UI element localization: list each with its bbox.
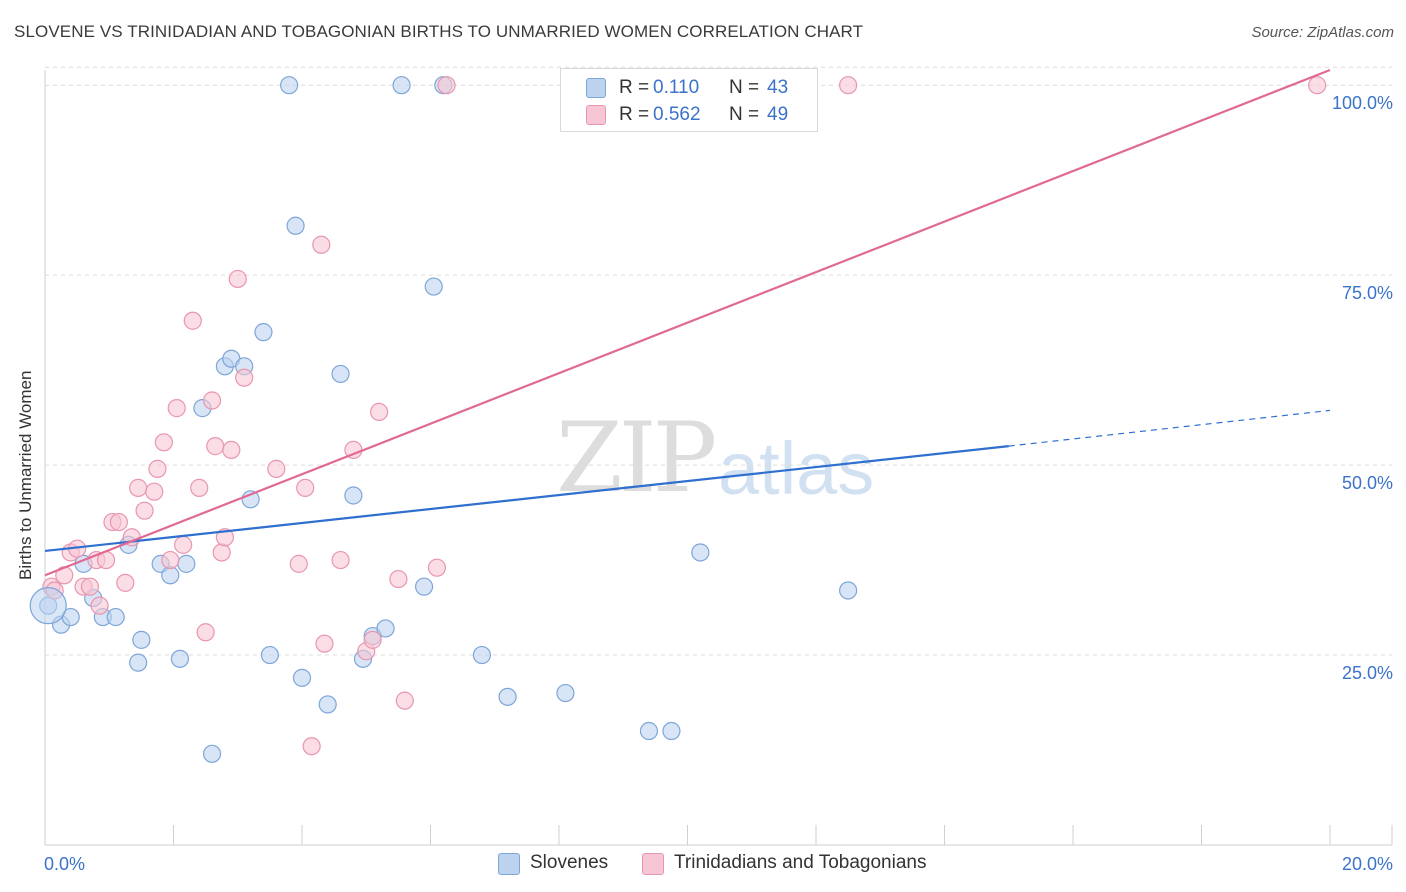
chart-title: SLOVENE VS TRINIDADIAN AND TOBAGONIAN BI… bbox=[14, 22, 864, 41]
legend-r-label: R = bbox=[619, 77, 650, 98]
slovene-point bbox=[376, 619, 395, 638]
legend-swatch-trinidadians bbox=[586, 105, 606, 125]
legend-label-trinidadians: Trinidadians and Tobagonians bbox=[674, 852, 927, 873]
trinidadian-point bbox=[174, 535, 193, 554]
trinidadian-point bbox=[148, 459, 167, 478]
slovene-point bbox=[132, 630, 151, 649]
slovene-point bbox=[556, 683, 575, 703]
legend-swatch-slovenes bbox=[498, 853, 520, 875]
trinidadian-point bbox=[202, 391, 222, 410]
stats-legend: R = 0.110 N = 43 R = 0.562 N = 49 bbox=[560, 68, 818, 132]
trinidadian-point bbox=[154, 433, 173, 452]
trinidadian-point bbox=[839, 76, 858, 95]
trinidadian-point bbox=[395, 691, 414, 710]
trinidadian-point bbox=[312, 235, 331, 254]
trinidadian-point bbox=[427, 558, 447, 577]
y-tick-label: 100.0% bbox=[1332, 93, 1393, 113]
trinidadian-point bbox=[331, 550, 350, 570]
y-axis-label: Births to Unmarried Women bbox=[16, 370, 35, 580]
trinidadian-point bbox=[389, 569, 408, 589]
legend-label-slovenes: Slovenes bbox=[530, 852, 609, 873]
slovene-point bbox=[280, 76, 299, 95]
watermark-zip: ZIP bbox=[556, 402, 717, 514]
y-tick-label: 75.0% bbox=[1342, 283, 1393, 303]
slovene-point bbox=[691, 543, 710, 562]
slovene-point bbox=[414, 577, 434, 596]
trinidadian-point bbox=[116, 573, 135, 592]
slovene-trend-extension bbox=[1008, 409, 1331, 447]
trinidadian-point bbox=[370, 402, 389, 422]
trinidadian-point bbox=[437, 76, 456, 95]
slovene-point bbox=[106, 607, 125, 627]
slovene-trend-line bbox=[44, 445, 1009, 553]
trinidadian-point bbox=[190, 478, 209, 497]
slovene-point bbox=[344, 486, 363, 505]
trinidadian-point bbox=[183, 311, 202, 330]
trinidadian-point bbox=[196, 623, 215, 642]
slovene-point bbox=[639, 721, 659, 741]
trinidadian-point bbox=[296, 478, 315, 497]
y-tick-label: 50.0% bbox=[1342, 473, 1393, 493]
trinidadian-point bbox=[222, 440, 241, 460]
slovene-point bbox=[129, 653, 148, 672]
trinidadian-point bbox=[215, 528, 234, 547]
trinidadian-point bbox=[206, 437, 225, 456]
legend-swatch-trinidadians bbox=[642, 853, 664, 875]
slovene-point bbox=[202, 744, 222, 763]
trinidadian-point bbox=[167, 399, 186, 418]
trinidadian-point bbox=[212, 543, 231, 562]
legend-r-value: 0.562 bbox=[653, 104, 701, 125]
trinidadian-point bbox=[363, 630, 382, 649]
slovene-point bbox=[254, 323, 273, 342]
slovene-point bbox=[331, 364, 350, 384]
slovene-point bbox=[392, 76, 411, 95]
slovene-point bbox=[498, 687, 517, 706]
trinidadian-trend-line bbox=[44, 68, 1331, 577]
legend-r-value: 0.110 bbox=[653, 77, 700, 98]
slovene-point bbox=[472, 645, 491, 665]
legend-r-label: R = bbox=[619, 104, 650, 125]
y-tick-label: 25.0% bbox=[1342, 663, 1393, 683]
legend-n-label: N = bbox=[729, 77, 760, 98]
trinidadian-point bbox=[1308, 76, 1327, 95]
trinidadian-point bbox=[90, 596, 109, 615]
slovene-point bbox=[286, 216, 305, 235]
legend-n-label: N = bbox=[729, 104, 760, 125]
slovene-point bbox=[662, 721, 681, 741]
trinidadian-point bbox=[302, 737, 321, 756]
legend-swatch-slovenes bbox=[586, 78, 606, 98]
source-credit: Source: ZipAtlas.com bbox=[1251, 24, 1394, 41]
trinidadian-point bbox=[109, 512, 128, 532]
trinidadian-point bbox=[129, 478, 148, 497]
trinidadian-point bbox=[135, 501, 154, 520]
slovene-point bbox=[170, 649, 190, 668]
x-tick-label: 20.0% bbox=[1342, 854, 1393, 874]
trinidadian-point bbox=[145, 482, 164, 501]
x-tick-label: 0.0% bbox=[44, 854, 85, 874]
slovene-point bbox=[839, 581, 858, 600]
slovene-point bbox=[318, 695, 337, 714]
trinidadian-point bbox=[267, 459, 286, 478]
slovene-point bbox=[177, 554, 196, 573]
trinidadian-point bbox=[315, 634, 334, 653]
trinidadian-point bbox=[161, 550, 180, 570]
trinidadian-point bbox=[235, 368, 254, 387]
slovene-point bbox=[424, 277, 443, 296]
legend-n-value: 49 bbox=[767, 104, 789, 125]
trinidadian-point bbox=[80, 577, 100, 596]
slovene-point bbox=[161, 566, 180, 585]
legend-n-value: 43 bbox=[767, 77, 789, 98]
slovene-point bbox=[260, 645, 279, 665]
trinidadian-point bbox=[289, 554, 308, 573]
slovene-point bbox=[29, 587, 67, 625]
trinidadian-point bbox=[228, 269, 247, 289]
slovene-point bbox=[292, 668, 312, 687]
